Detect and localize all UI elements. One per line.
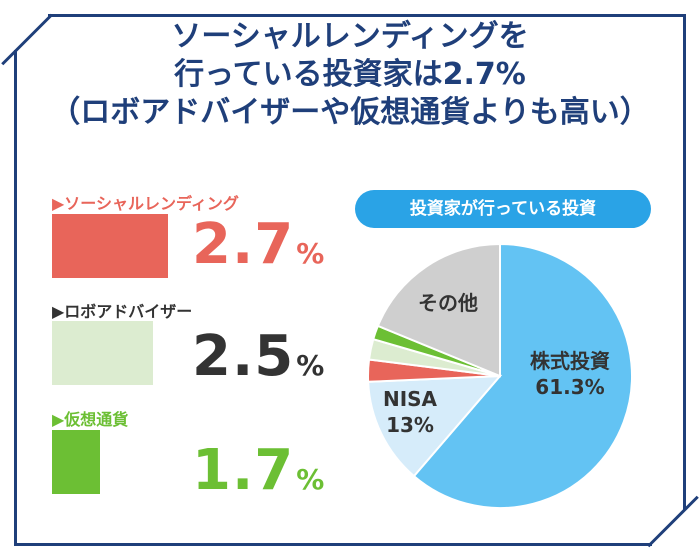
value-unit: % <box>296 349 325 382</box>
pie-label-name-5: その他 <box>418 291 478 315</box>
item-label-social-lending: ▶ソーシャルレンディング <box>52 194 239 213</box>
value-number: 2.7 <box>192 212 295 277</box>
bar-crypto <box>52 430 100 494</box>
pie-label-name-0: 株式投資 <box>530 349 610 373</box>
headline-line-1: ソーシャルレンディングを <box>161 18 539 56</box>
value-robo-advisor: 2.5% <box>192 324 324 389</box>
headline: ソーシャルレンディングを 行っている投資家は2.7% （ロボアドバイザーや仮想通… <box>0 18 700 132</box>
value-number: 1.7 <box>192 438 295 503</box>
headline-line-2: 行っている投資家は2.7% <box>174 57 526 92</box>
headline-line-3: （ロボアドバイザーや仮想通貨よりも高い） <box>50 95 650 130</box>
pie-label-value-1: 13% <box>386 413 434 437</box>
value-social-lending: 2.7% <box>192 212 324 277</box>
value-crypto: 1.7% <box>192 438 324 503</box>
pie-label-name-1: NISA <box>383 387 438 411</box>
pie-title-pill: 投資家が行っている投資 <box>355 190 651 228</box>
value-number: 2.5 <box>192 324 295 389</box>
pie-label-value-0: 61.3% <box>535 375 604 399</box>
frame-gap-left <box>8 10 20 50</box>
bar-social-lending <box>52 214 168 278</box>
pie-slice-5 <box>376 242 501 378</box>
pie-slice-0 <box>412 242 633 509</box>
border-frame <box>14 14 686 546</box>
bar-robo-advisor <box>52 321 153 385</box>
frame-gap-right <box>680 510 692 550</box>
item-label-robo-advisor: ▶ロボアドバイザー <box>52 302 193 321</box>
pie-slice-1 <box>367 374 503 478</box>
item-label-crypto: ▶仮想通貨 <box>52 410 129 429</box>
value-unit: % <box>296 463 325 496</box>
value-unit: % <box>296 237 325 270</box>
